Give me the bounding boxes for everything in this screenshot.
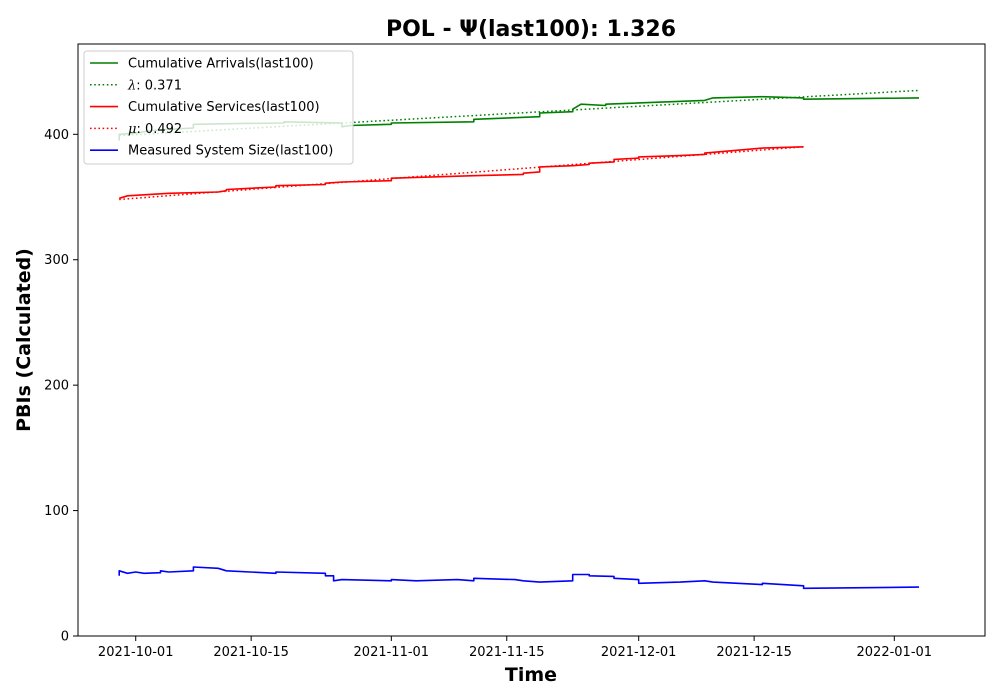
x-axis-ticks: 2021-10-01 2021-10-15 2021-11-01 2021-11-15… [98, 636, 932, 660]
x-tick-label-4: 2021-12-01 [601, 645, 677, 660]
y-tick-label-4: 400 [44, 128, 69, 143]
legend-box [83, 50, 354, 165]
series-line-3 [119, 146, 804, 201]
x-axis-label: Time [505, 664, 557, 686]
y-tick-label-3: 300 [44, 253, 69, 268]
x-tick-label-3: 2021-11-15 [469, 645, 545, 660]
plot-frame [77, 43, 986, 637]
legend-label-4: Measured System Size(last100) [128, 144, 333, 159]
x-tick-label-2: 2021-11-01 [354, 645, 430, 660]
y-axis-ticks: 0 100 200 300 400 [44, 128, 78, 645]
y-tick-label-0: 0 [61, 630, 69, 645]
y-tick-label-2: 200 [44, 379, 69, 394]
series-line-4 [118, 566, 920, 590]
x-tick-label-1: 2021-10-15 [213, 645, 289, 660]
series-line-2 [118, 146, 804, 200]
chart-title: POL - Ψ(last100): 1.326 [386, 17, 676, 42]
legend-label-0: Cumulative Arrivals(last100) [128, 57, 314, 72]
series-line-1 [119, 89, 920, 137]
x-tick-label-5: 2021-12-15 [716, 645, 792, 660]
legend-label-3: μ: 0.492 [128, 122, 182, 137]
legend: Cumulative Arrivals(last100) λ: 0.371 Cumu… [83, 50, 354, 165]
y-axis-label: PBIs (Calculated) [13, 248, 35, 432]
x-tick-label-0: 2021-10-01 [98, 645, 174, 660]
legend-label-2: Cumulative Services(last100) [128, 100, 320, 115]
y-tick-label-1: 100 [44, 504, 69, 519]
x-tick-label-6: 2022-01-01 [857, 645, 933, 660]
legend-label-1: λ: 0.371 [127, 78, 182, 93]
